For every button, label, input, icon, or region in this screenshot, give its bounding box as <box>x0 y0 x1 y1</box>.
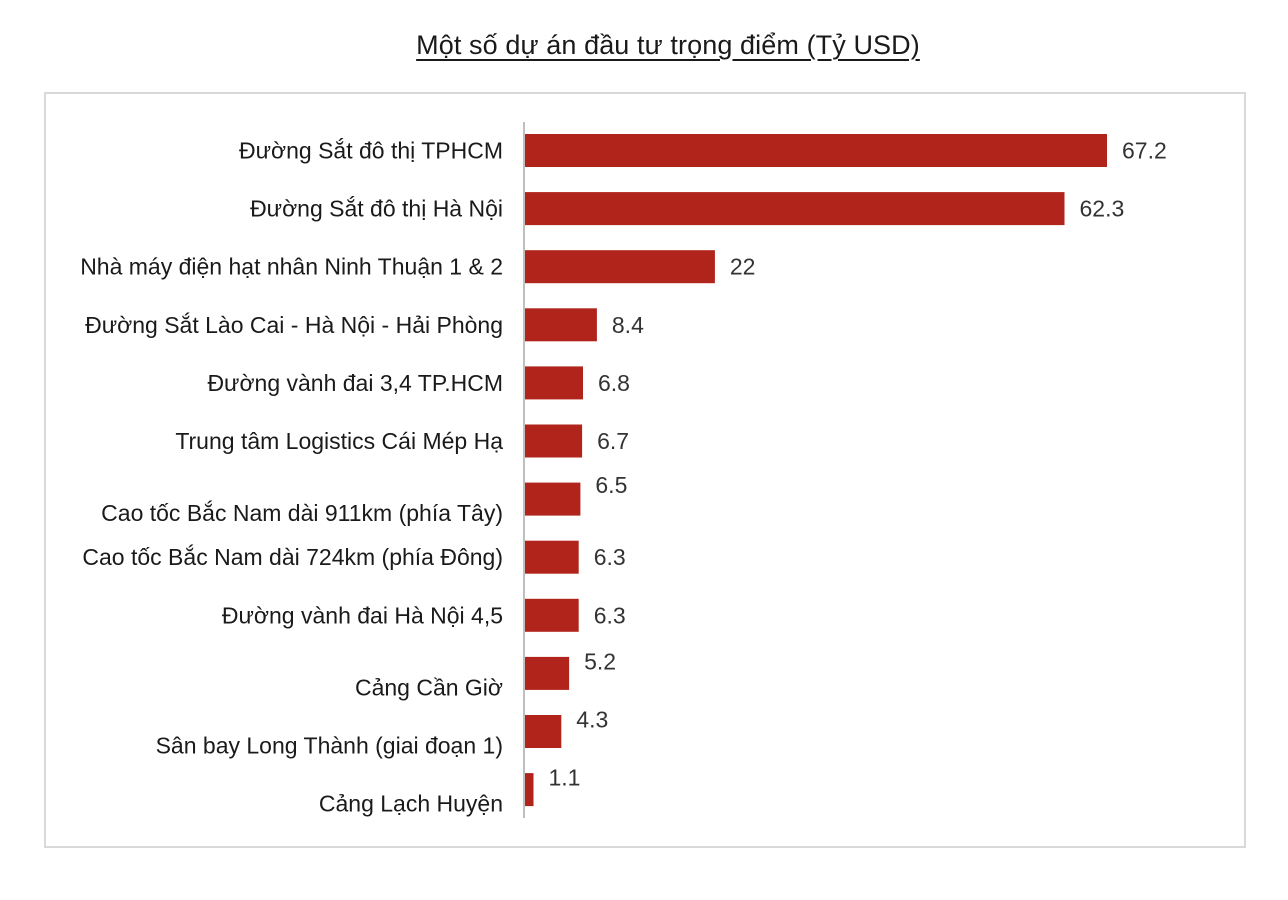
category-labels-layer: Đường Sắt đô thị TPHCM Đường Sắt đô thị H… <box>80 138 503 817</box>
category-label: Trung tâm Logistics Cái Mép Hạ <box>175 428 503 454</box>
data-label: 4.3 <box>576 707 608 733</box>
chart-title: Một số dự án đầu tư trọng điểm (Tỷ USD) <box>416 30 920 60</box>
data-label: 6.7 <box>597 428 629 454</box>
bar <box>524 715 562 748</box>
bar <box>524 308 597 342</box>
category-label: Sân bay Long Thành (giai đoạn 1) <box>156 733 503 759</box>
value-labels-layer: 67.2 62.3 22 8.4 6.8 6.7 6.5 6.3 6.3 5.2 4.3 1.1 <box>549 138 1167 791</box>
category-label: Đường vành đai Hà Nội 4,5 <box>222 602 503 628</box>
data-label: 62.3 <box>1080 196 1125 222</box>
bars-layer <box>524 134 1107 807</box>
category-label: Cảng Lạch Huyện <box>319 791 503 817</box>
data-label: 6.3 <box>594 544 626 570</box>
category-label: Cao tốc Bắc Nam dài 724km (phía Đông) <box>82 544 503 570</box>
bar <box>524 773 534 807</box>
data-label: 6.8 <box>598 370 630 396</box>
data-label: 6.5 <box>595 472 627 498</box>
bar <box>524 192 1065 226</box>
bar <box>524 482 581 516</box>
bar <box>524 424 583 458</box>
bar <box>524 540 579 574</box>
bar <box>524 250 715 284</box>
data-label: 5.2 <box>584 648 616 674</box>
data-label: 8.4 <box>612 312 644 338</box>
category-label: Đường Sắt đô thị TPHCM <box>239 138 503 164</box>
category-label: Đường Sắt đô thị Hà Nội <box>250 196 503 222</box>
category-label: Đường Sắt Lào Cai - Hà Nội - Hải Phòng <box>85 312 503 338</box>
bar <box>524 598 579 632</box>
category-label: Nhà máy điện hạt nhân Ninh Thuận 1 & 2 <box>80 254 503 280</box>
category-label: Đường vành đai 3,4 TP.HCM <box>207 370 503 396</box>
bar <box>524 134 1107 167</box>
category-label: Cao tốc Bắc Nam dài 911km (phía Tây) <box>101 500 503 526</box>
category-label: Cảng Cần Giờ <box>355 674 503 700</box>
data-label: 67.2 <box>1122 138 1167 164</box>
bar <box>524 656 570 690</box>
data-label: 1.1 <box>549 765 581 791</box>
data-label: 6.3 <box>594 602 626 628</box>
data-label: 22 <box>730 254 756 280</box>
bar <box>524 366 583 400</box>
